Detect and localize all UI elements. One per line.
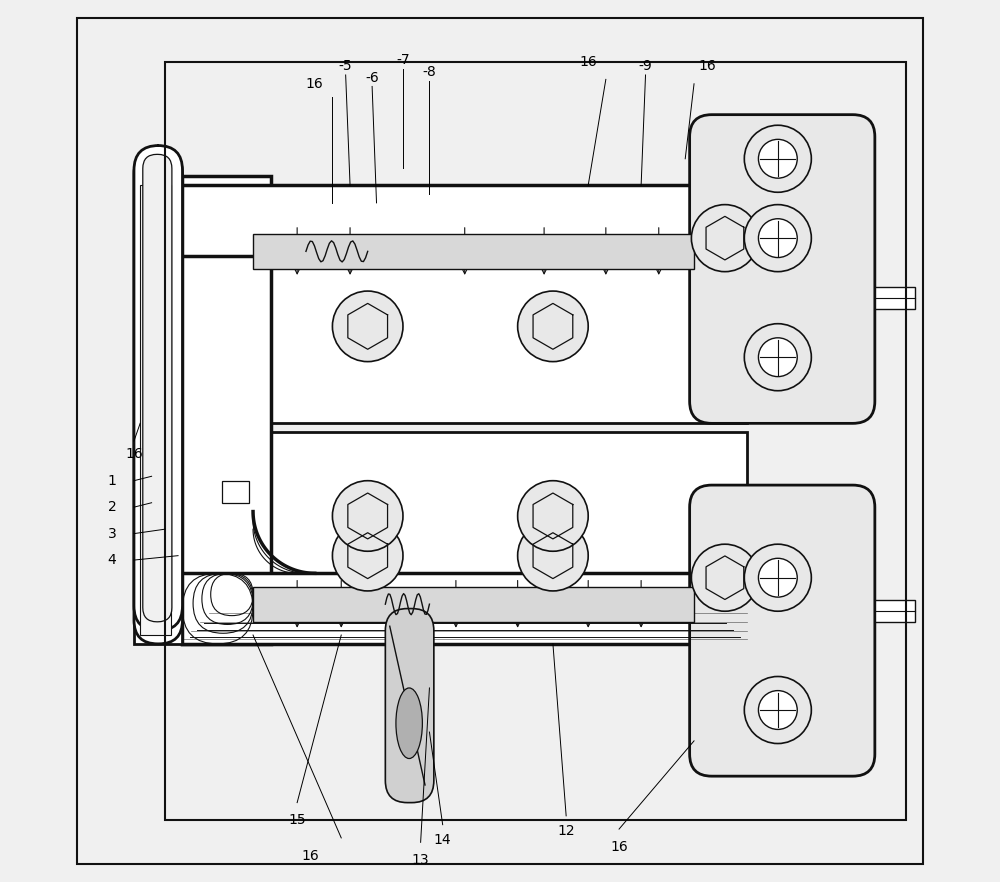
Text: -5: -5: [339, 59, 352, 73]
Text: 13: 13: [412, 853, 429, 867]
Text: -7: -7: [396, 53, 410, 67]
Circle shape: [744, 324, 811, 391]
Text: -9: -9: [639, 59, 652, 73]
Circle shape: [744, 544, 811, 611]
FancyBboxPatch shape: [143, 154, 172, 622]
Text: 3: 3: [108, 527, 116, 541]
Text: 4: 4: [108, 553, 116, 567]
FancyBboxPatch shape: [134, 150, 182, 644]
Bar: [182, 573, 747, 644]
Text: 16: 16: [125, 447, 143, 461]
Circle shape: [758, 219, 797, 258]
Bar: [140, 185, 171, 635]
Bar: [253, 432, 747, 644]
Text: 15: 15: [288, 813, 306, 827]
Text: -6: -6: [365, 71, 379, 85]
Text: 16: 16: [698, 59, 716, 73]
Bar: [253, 234, 694, 269]
FancyBboxPatch shape: [385, 609, 434, 803]
Circle shape: [758, 139, 797, 178]
Circle shape: [744, 125, 811, 192]
Text: 16: 16: [610, 840, 628, 854]
Bar: [253, 587, 694, 622]
FancyBboxPatch shape: [690, 115, 875, 423]
Circle shape: [758, 338, 797, 377]
FancyBboxPatch shape: [690, 485, 875, 776]
Text: -8: -8: [423, 65, 436, 79]
Circle shape: [518, 291, 588, 362]
Circle shape: [332, 481, 403, 551]
Circle shape: [744, 205, 811, 272]
Bar: [165, 62, 906, 820]
Circle shape: [691, 205, 758, 272]
FancyBboxPatch shape: [134, 146, 182, 631]
Circle shape: [332, 520, 403, 591]
Text: 16: 16: [301, 848, 319, 863]
Text: 2: 2: [108, 500, 116, 514]
Bar: [253, 212, 747, 423]
Circle shape: [744, 676, 811, 744]
Circle shape: [518, 520, 588, 591]
Bar: [222, 481, 249, 503]
Text: 1: 1: [107, 474, 116, 488]
Text: 12: 12: [557, 824, 575, 838]
Bar: [182, 185, 747, 256]
Circle shape: [518, 481, 588, 551]
Text: 16: 16: [306, 77, 324, 91]
Circle shape: [332, 291, 403, 362]
Bar: [875, 600, 915, 622]
Circle shape: [758, 558, 797, 597]
Circle shape: [758, 691, 797, 729]
Bar: [182, 176, 271, 644]
Bar: [875, 287, 915, 309]
Text: 16: 16: [579, 55, 597, 69]
Text: 14: 14: [434, 833, 451, 847]
Circle shape: [691, 544, 758, 611]
Bar: [134, 176, 182, 644]
Ellipse shape: [396, 688, 422, 759]
